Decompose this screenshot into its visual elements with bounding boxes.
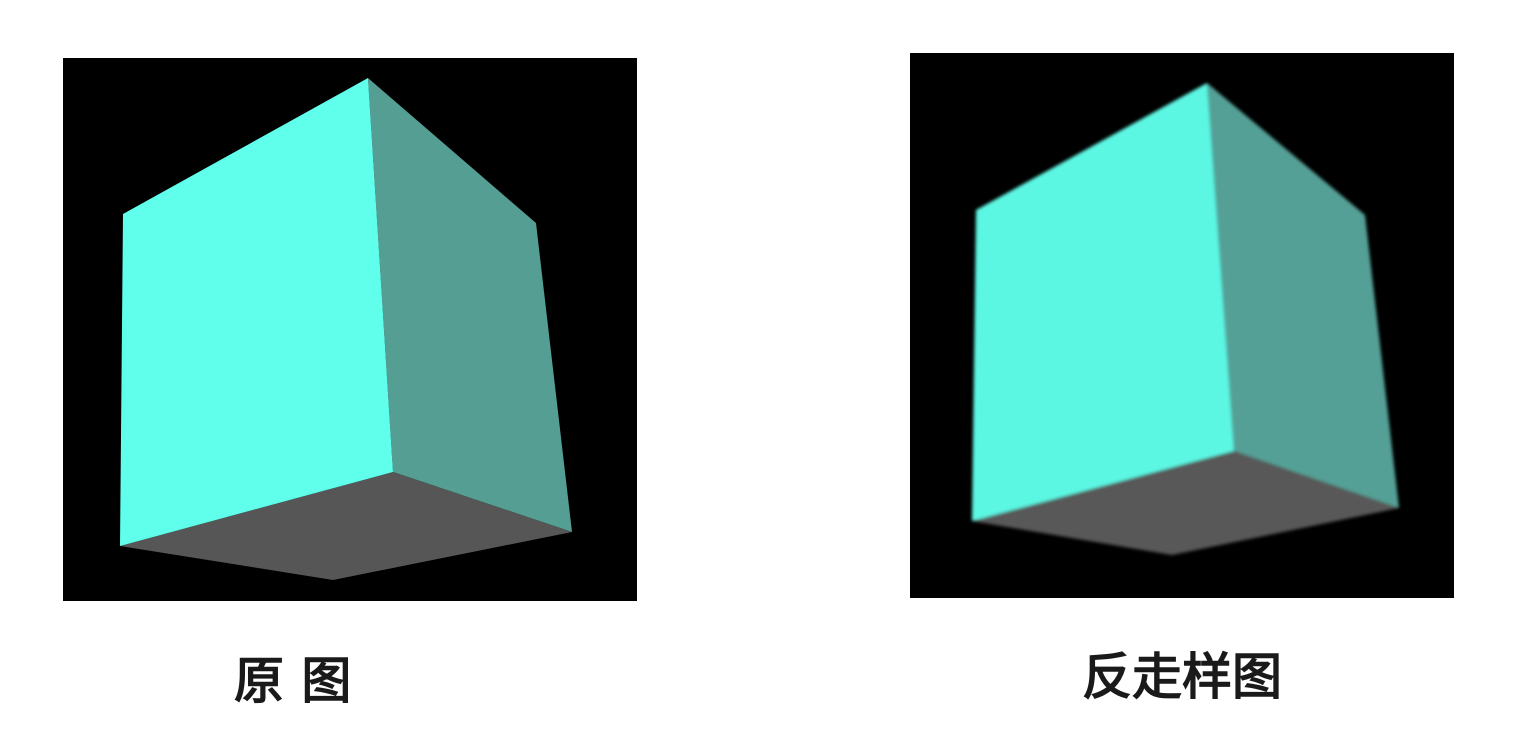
cube-bottom-face [120, 472, 572, 580]
antialiased-image-caption: 反走样图 [1082, 648, 1282, 706]
cube-front-face [120, 78, 393, 546]
antialiased-cube-image [972, 83, 1399, 555]
original-image-caption: 原 图 [234, 652, 352, 710]
original-cube-image [120, 78, 572, 580]
cube-bottom-face [972, 451, 1399, 555]
cube-right-face [1207, 83, 1399, 508]
cube-right-face [368, 78, 572, 532]
original-image-panel [63, 58, 637, 601]
antialiased-image-panel [910, 53, 1454, 598]
cube-front-face [972, 83, 1234, 521]
